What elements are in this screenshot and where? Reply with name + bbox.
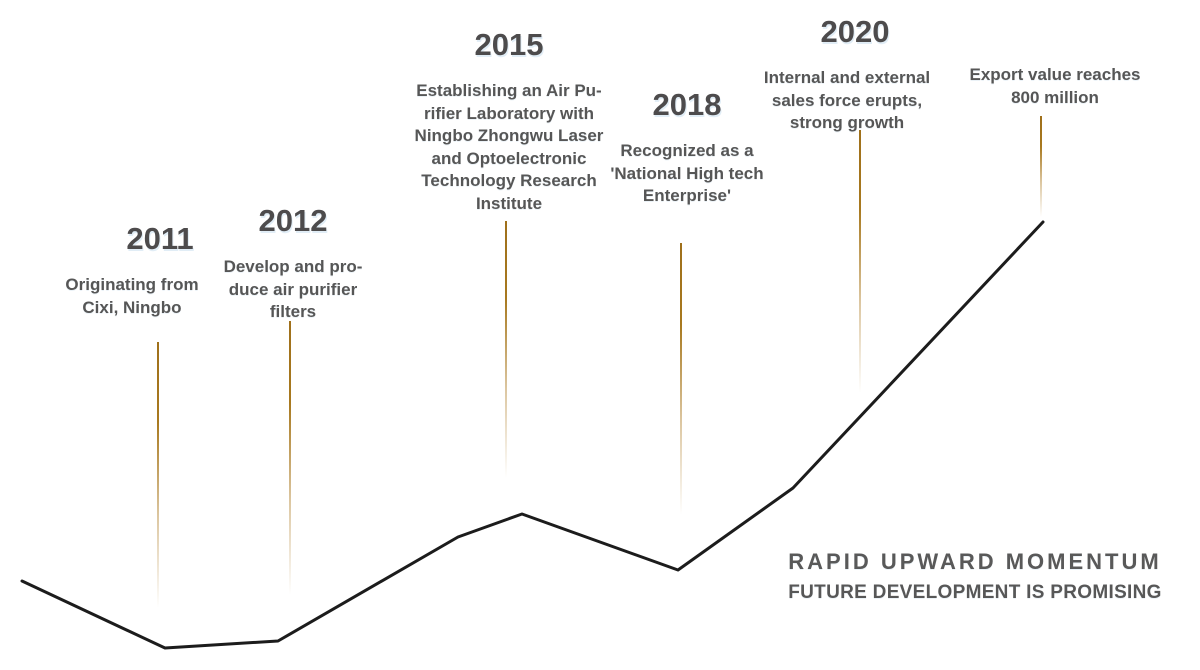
footer-slogan: RAPID UPWARD MOMENTUM FUTURE DEVELOPMENT… xyxy=(765,549,1185,604)
milestone-description-2011: Originating from Cixi, Ningbo xyxy=(65,275,199,317)
timeline-connector-line-2020 xyxy=(859,130,861,393)
milestone-year-2012: 2012 xyxy=(258,203,328,238)
milestone-description-export: Export value reaches 800 million xyxy=(969,65,1141,107)
milestone-description-2015: Establishing an Air Pu- rifier Laborator… xyxy=(414,81,604,213)
milestone-2011: 2011 Originating from Cixi, Ningbo xyxy=(12,222,252,319)
milestone-2012: 2012 Develop and pro- duce air purifier … xyxy=(173,204,413,324)
footer-headline: RAPID UPWARD MOMENTUM xyxy=(788,549,1162,574)
milestone-2020: 2020 Internal and external sales force e… xyxy=(727,15,967,135)
milestone-2015: 2015 Establishing an Air Pu- rifier Labo… xyxy=(389,28,629,215)
milestone-year-2018: 2018 xyxy=(652,87,722,122)
timeline-connector-line-2012 xyxy=(289,321,291,595)
milestone-year-2015: 2015 xyxy=(474,27,544,62)
milestone-year-2020: 2020 xyxy=(820,14,890,49)
milestone-year-2011: 2011 xyxy=(126,221,194,256)
timeline-connector-line-2015 xyxy=(505,221,507,478)
milestone-description-2020: Internal and external sales force erupts… xyxy=(763,68,931,132)
milestone-2018: 2018 Recognized as a 'National High tech… xyxy=(567,88,807,208)
timeline-connector-line-2018 xyxy=(680,243,682,515)
milestone-description-2012: Develop and pro- duce air purifier filte… xyxy=(223,257,363,321)
footer-subheadline: FUTURE DEVELOPMENT IS PROMISING xyxy=(788,582,1162,603)
milestone-description-2018: Recognized as a 'National High tech Ente… xyxy=(610,141,764,205)
growth-polyline xyxy=(20,220,1045,650)
timeline-connector-line-2011 xyxy=(157,342,159,608)
milestone-export-value: Export value reaches 800 million xyxy=(935,64,1175,109)
timeline-connector-line-export xyxy=(1040,116,1042,217)
